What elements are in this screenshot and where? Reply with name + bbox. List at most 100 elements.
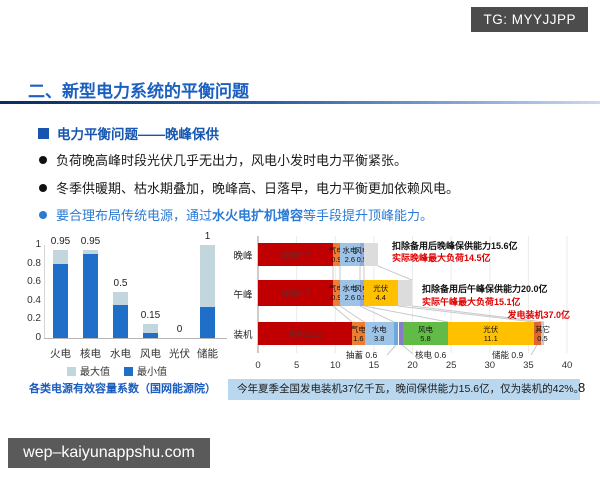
tg-watermark-badge: TG: MYYJJPP [471,7,588,32]
category-label: 水电 [110,348,131,360]
bullet-text: 要合理布局传统电源，通过水火电扩机增容等手段提升顶峰能力。 [56,207,433,224]
legend-swatch-min-icon [124,367,133,376]
segment-name: 风电 [354,245,370,255]
segment-核电 [398,322,404,345]
category-label: 火电 [50,348,71,360]
annotation-noon-capability: 扣除备用后午峰保供能力20.0亿 [422,284,548,294]
square-bullet-icon [38,127,49,139]
segment-name: 光伏 [373,284,389,293]
row-label-evening-peak: 晚峰 [233,251,253,262]
bullet-text: 负荷晚高峰时段光伏几乎无出力，风电小发时电力平衡紧张。 [56,153,408,168]
bar-value-label: 0.15 [140,310,161,322]
bullet-text-pre: 要合理布局传统电源，通过 [56,208,213,223]
annotation-noon-load: 实际午峰最大负荷15.1亿 [422,297,521,307]
segment-value: 0.9 [331,293,342,302]
segment-value: 0.5 [356,254,368,264]
bar-value-label: 1 [204,231,211,242]
segment-value: 0.5 [356,293,368,302]
segment-name: 水电 [342,284,358,293]
segment-水电: 水电 2.6 [339,243,360,266]
segment-气电: 气电 0.9 [329,280,344,306]
y-tick-label: 0 [35,332,41,343]
segment-name: 光伏 [483,324,499,334]
bullet-text: 冬季供暖期、枯水期叠加，晚峰高、日落早，电力平衡更加依赖风电。 [56,181,460,196]
x-tick-label: 15 [368,360,380,371]
x-tick-label: 0 [255,360,261,371]
x-tick-label: 35 [523,360,534,371]
y-tick-label: 0.4 [27,294,41,306]
page-title: 二、新型电力系统的平衡问题 [28,82,249,101]
supply-capability-chart: 煤电9.7 气电 0.9 水电 2.6 风电 0.5 煤电9.7 气电 0.9 水电 2.6 风电 0.5… [230,232,600,382]
segment-气电: 气电 1.6 [350,322,366,345]
dot-bullet-icon [39,211,47,219]
callout-pumped-storage: 抽蓄 0.6 [346,350,378,360]
bar-value-label: 0.95 [80,235,101,247]
y-tick-label: 0.2 [27,313,41,325]
subtitle-text: 电力平衡问题——晚峰保供 [57,127,219,142]
segment-name: 气电 [350,324,366,334]
segment-光伏: 光伏 4.4 [363,280,398,306]
segment-value: 5.8 [420,333,431,343]
segment-value: 0.5 [537,333,548,343]
bullet-text-bold: 水火电扩机增容 [212,208,304,223]
bar-value-label: 0.5 [113,277,128,289]
bar-min-segment [83,254,98,338]
segment-name: 气电 [328,245,344,255]
annotation-evening-capability: 扣除备用后晚峰保供能力15.6亿 [392,241,518,251]
x-tick-label: 25 [445,360,457,371]
segment-水电: 水电 3.8 [364,322,394,345]
bullet-item: 要合理布局传统电源，通过水火电扩机增容等手段提升顶峰能力。 [38,207,433,224]
capacity-coefficient-chart: 0.95 火电 0.95 核电 0.5 水电 0.15 风电 0 光伏 1 储能 1 0.8 0.6 0.4 0… [15,231,230,400]
segment-风电: 风电 0.5 [354,280,369,306]
segment-name: 风电 [418,324,433,334]
x-axis-line [44,338,227,339]
segment-煤电: 煤电9.7 [258,243,333,266]
y-tick-label: 0.8 [27,257,41,269]
site-watermark-badge: wep–kaiyunappshu.com [8,438,210,468]
summary-note: 今年夏季全国发电装机37亿千瓦，晚间保供能力15.6亿，仅为装机的42%。 [228,379,584,400]
bar-value-label: 0 [176,324,183,335]
x-tick-label: 10 [329,360,341,371]
legend-item-max: 最大值 [67,363,110,378]
segment-name: 风电 [354,284,370,293]
dot-bullet-icon [39,184,47,192]
segment-name: 气电 [328,284,344,293]
segment-煤电: 煤电9.7 [258,280,333,306]
annotation-evening-load: 实际晚峰最大负荷14.5亿 [392,253,491,263]
segment-value: 2.6 [344,254,356,264]
callout-storage: 储能 0.9 [492,350,524,360]
y-tick-label: 1 [35,239,41,250]
segment-name: 水电 [371,324,387,334]
x-tick-label: 30 [484,360,496,371]
segment-抽蓄 [393,322,399,345]
bullet-item: 负荷晚高峰时段光伏几乎无出力，风电小发时电力平衡紧张。 [38,152,407,169]
legend-swatch-max-icon [67,367,76,376]
category-label: 储能 [197,348,218,360]
row-label-noon-peak: 午峰 [233,290,253,301]
segment-name: 水电 [342,245,358,255]
segment-风电: 风电 0.5 [354,243,369,266]
x-tick-label: 20 [407,360,418,371]
y-tick-label: 0.6 [27,276,41,288]
category-label: 光伏 [169,348,190,360]
segment-value: 11.1 [483,333,498,343]
bar-min-segment [200,307,215,338]
x-tick-label: 40 [561,360,573,371]
segment-储能 [533,322,541,345]
dot-bullet-icon [39,156,47,164]
segment-reserve [363,243,379,266]
legend-item-min: 最小值 [124,363,167,378]
segment-value: 2.6 [344,293,356,302]
y-axis-line [44,245,45,338]
page-number: 8 [578,380,586,395]
x-tick-label: 5 [293,360,300,371]
bar-value-label: 0.95 [50,235,71,247]
segment-name: 其它 [534,324,550,334]
segment-气电: 气电 0.9 [329,243,344,266]
chart-caption: 各类电源有效容量系数（国网能源院） [29,383,216,395]
segment-光伏: 光伏 11.1 [447,322,534,345]
row-label-installed: 装机 [233,330,253,341]
segment-value: 0.9 [331,254,342,264]
segment-风电: 风电 5.8 [403,322,448,345]
segment-value: 1.6 [353,333,364,343]
